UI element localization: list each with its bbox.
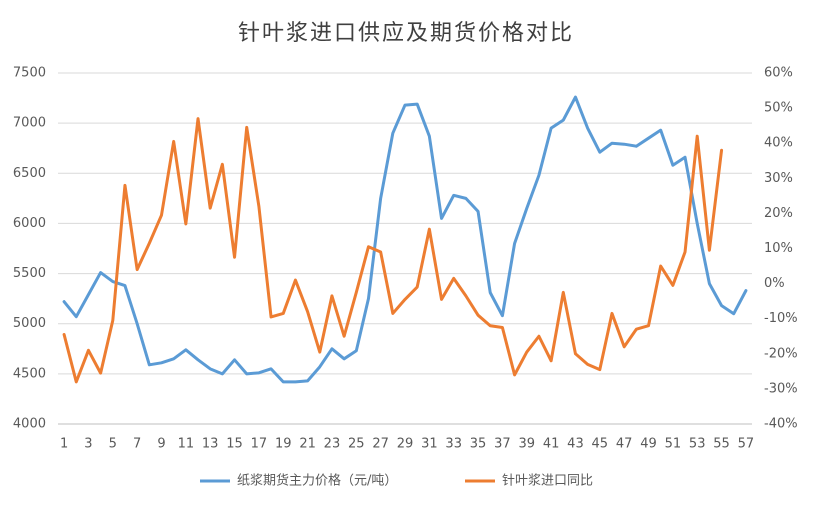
y2-tick-label: 0% [764,276,785,291]
legend-label: 纸浆期货主力价格（元/吨） [237,473,397,489]
x-tick-label: 47 [616,437,633,452]
x-tick-label: 49 [640,437,657,452]
x-tick-label: 35 [470,437,487,452]
y-tick-label: 4500 [13,366,46,381]
x-tick-label: 41 [543,437,560,452]
y-tick-label: 6500 [13,166,46,181]
x-tick-label: 15 [226,437,243,452]
chart-title: 针叶浆进口供应及期货价格对比 [238,21,574,46]
y2-tick-label: -20% [764,346,798,361]
y-tick-label: 7000 [13,116,46,131]
series-line [62,95,748,384]
y-tick-label: 5500 [13,266,46,281]
x-tick-label: 3 [84,437,92,452]
x-tick-label: 21 [299,437,316,452]
x-tick-label: 11 [178,437,195,452]
x-tick-label: 23 [324,437,341,452]
x-tick-label: 57 [738,437,755,452]
x-tick-label: 7 [133,437,141,452]
y2-tick-label: 10% [764,241,793,256]
x-tick-label: 51 [665,437,682,452]
y-tick-label: 4000 [13,417,46,432]
x-tick-label: 9 [157,437,165,452]
y2-tick-label: 20% [764,206,793,221]
x-tick-label: 13 [202,437,219,452]
y2-tick-label: 30% [764,171,793,186]
x-tick-label: 19 [275,437,292,452]
x-tick-label: 1 [60,437,68,452]
x-tick-label: 53 [689,437,706,452]
x-tick-label: 55 [713,437,730,452]
x-tick-label: 29 [397,437,414,452]
series-line [62,117,724,384]
x-tick-label: 5 [109,437,117,452]
x-tick-label: 27 [372,437,389,452]
x-tick-label: 43 [567,437,584,452]
y2-tick-label: -40% [764,417,798,432]
y2-tick-label: 40% [764,136,793,151]
legend-label: 针叶浆进口同比 [502,474,593,489]
x-tick-label: 39 [518,437,535,452]
x-tick-label: 33 [445,437,462,452]
x-tick-label: 25 [348,437,365,452]
y2-tick-label: 60% [764,66,793,81]
y2-tick-label: -30% [764,381,798,396]
y-tick-label: 6000 [13,216,46,231]
y2-tick-label: 50% [764,101,793,116]
y-tick-label: 5000 [13,316,46,331]
x-tick-label: 17 [251,437,268,452]
x-tick-label: 45 [592,437,609,452]
x-tick-label: 37 [494,437,511,452]
x-tick-label: 31 [421,437,438,452]
y2-tick-label: -10% [764,311,798,326]
y-tick-label: 7500 [13,66,46,81]
